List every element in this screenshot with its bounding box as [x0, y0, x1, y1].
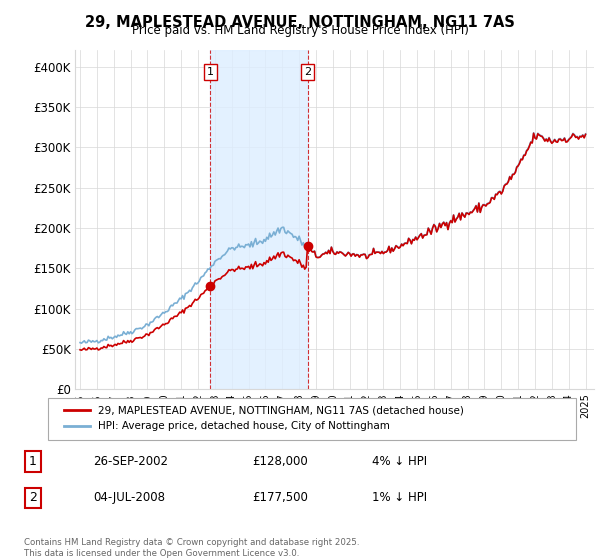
Text: 1: 1	[207, 67, 214, 77]
Text: Contains HM Land Registry data © Crown copyright and database right 2025.
This d: Contains HM Land Registry data © Crown c…	[24, 538, 359, 558]
Text: 1: 1	[29, 455, 37, 468]
Legend: 29, MAPLESTEAD AVENUE, NOTTINGHAM, NG11 7AS (detached house), HPI: Average price: 29, MAPLESTEAD AVENUE, NOTTINGHAM, NG11 …	[58, 401, 469, 436]
Text: £128,000: £128,000	[252, 455, 308, 468]
Text: 1% ↓ HPI: 1% ↓ HPI	[372, 492, 427, 505]
Text: £177,500: £177,500	[252, 492, 308, 505]
Text: 04-JUL-2008: 04-JUL-2008	[93, 492, 165, 505]
Text: 29, MAPLESTEAD AVENUE, NOTTINGHAM, NG11 7AS: 29, MAPLESTEAD AVENUE, NOTTINGHAM, NG11 …	[85, 15, 515, 30]
Text: 4% ↓ HPI: 4% ↓ HPI	[372, 455, 427, 468]
FancyBboxPatch shape	[48, 398, 576, 440]
Text: 2: 2	[304, 67, 311, 77]
Text: Price paid vs. HM Land Registry's House Price Index (HPI): Price paid vs. HM Land Registry's House …	[131, 24, 469, 37]
Text: 2: 2	[29, 492, 37, 505]
Text: 26-SEP-2002: 26-SEP-2002	[93, 455, 168, 468]
Bar	[211, 50, 308, 389]
